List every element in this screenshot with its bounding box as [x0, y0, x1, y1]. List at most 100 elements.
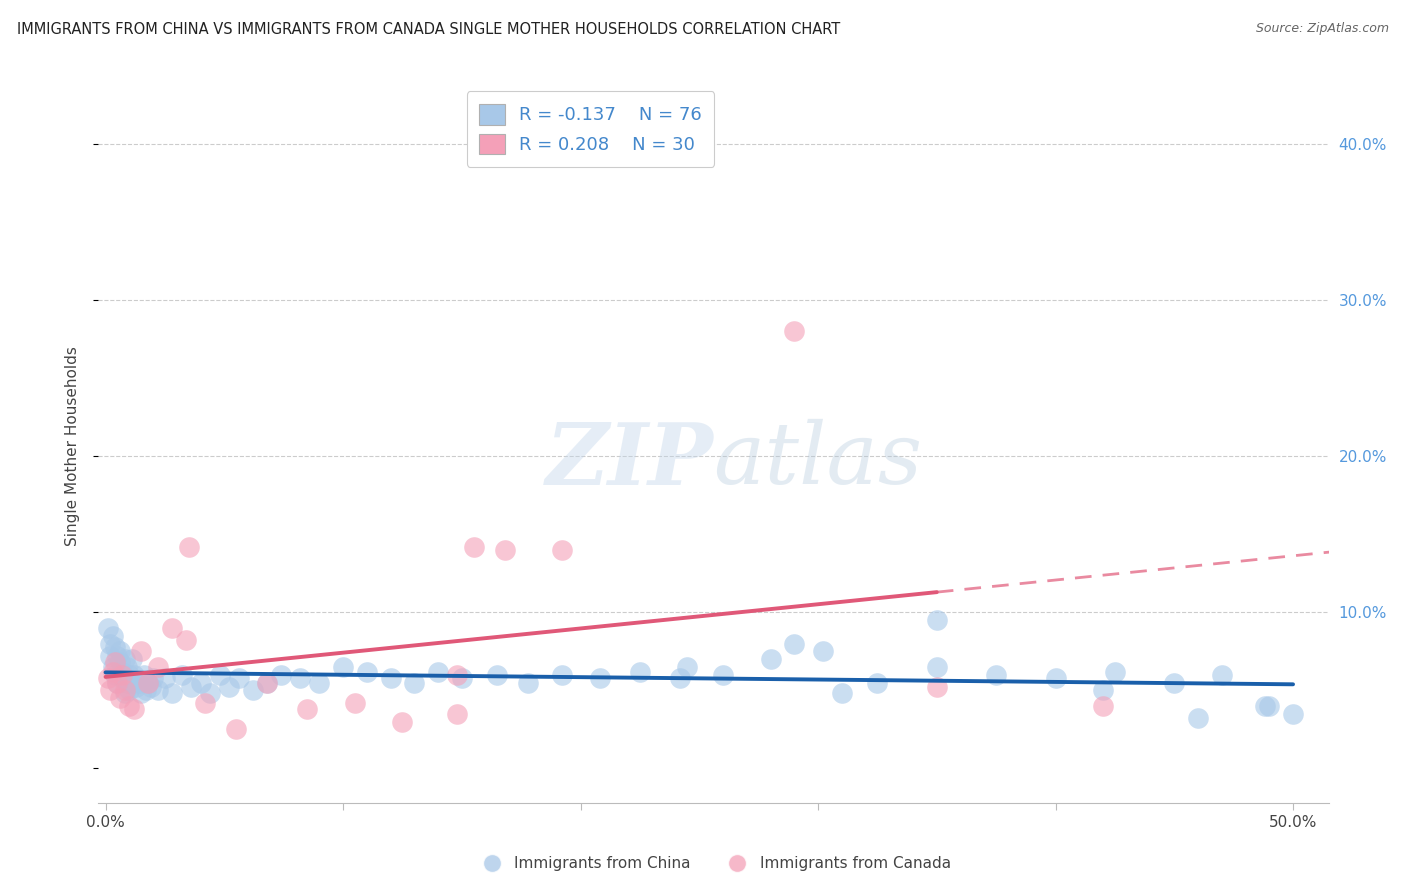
Point — [1045, 671, 1067, 685]
Text: Source: ZipAtlas.com: Source: ZipAtlas.com — [1256, 22, 1389, 36]
Legend: Immigrants from China, Immigrants from Canada: Immigrants from China, Immigrants from C… — [470, 850, 957, 877]
Point — [208, 667, 231, 681]
Point — [1282, 706, 1305, 721]
Point — [380, 671, 402, 685]
Point — [111, 671, 134, 685]
Point — [170, 667, 193, 681]
Point — [550, 542, 572, 557]
Point — [486, 667, 509, 681]
Point — [676, 660, 699, 674]
Point — [177, 540, 200, 554]
Point — [550, 667, 572, 681]
Point — [104, 667, 127, 681]
Point — [101, 660, 124, 674]
Point — [180, 680, 202, 694]
Point — [101, 629, 124, 643]
Point — [256, 675, 278, 690]
Point — [783, 636, 806, 650]
Point — [142, 671, 165, 685]
Point — [1258, 698, 1281, 713]
Point — [97, 621, 120, 635]
Point — [128, 675, 150, 690]
Point — [517, 675, 540, 690]
Point — [1092, 683, 1115, 698]
Point — [115, 675, 138, 690]
Point — [427, 665, 450, 679]
Point — [122, 702, 145, 716]
Point — [811, 644, 834, 658]
Point — [129, 644, 152, 658]
Point — [121, 652, 143, 666]
Point — [118, 698, 141, 713]
Point — [866, 675, 889, 690]
Point — [404, 675, 426, 690]
Point — [122, 667, 145, 681]
Point — [129, 686, 152, 700]
Point — [114, 652, 136, 666]
Point — [125, 680, 148, 694]
Point — [160, 621, 183, 635]
Point — [1092, 698, 1115, 713]
Point — [135, 683, 157, 698]
Point — [104, 655, 127, 669]
Point — [98, 683, 121, 698]
Point — [174, 633, 197, 648]
Point — [628, 665, 651, 679]
Point — [463, 540, 485, 554]
Point — [1104, 665, 1126, 679]
Point — [297, 702, 319, 716]
Point — [139, 680, 162, 694]
Point — [160, 686, 183, 700]
Point — [111, 667, 134, 681]
Point — [391, 714, 413, 729]
Point — [136, 675, 159, 690]
Point — [107, 648, 129, 663]
Point — [831, 686, 853, 700]
Point — [118, 667, 141, 681]
Point — [108, 691, 131, 706]
Point — [146, 683, 169, 698]
Text: atlas: atlas — [714, 419, 922, 501]
Point — [101, 665, 124, 679]
Point — [356, 665, 378, 679]
Point — [118, 683, 141, 698]
Point — [136, 675, 159, 690]
Point — [783, 324, 806, 338]
Point — [925, 680, 948, 694]
Point — [114, 686, 136, 700]
Point — [925, 660, 948, 674]
Text: ZIP: ZIP — [546, 418, 714, 502]
Point — [111, 665, 134, 679]
Point — [270, 667, 292, 681]
Point — [446, 706, 468, 721]
Point — [446, 667, 468, 681]
Point — [1253, 698, 1275, 713]
Point — [108, 644, 131, 658]
Point — [107, 675, 129, 690]
Point — [308, 675, 330, 690]
Point — [1163, 675, 1185, 690]
Point — [225, 723, 247, 737]
Point — [588, 671, 610, 685]
Point — [97, 671, 120, 685]
Point — [114, 683, 136, 698]
Text: IMMIGRANTS FROM CHINA VS IMMIGRANTS FROM CANADA SINGLE MOTHER HOUSEHOLDS CORRELA: IMMIGRANTS FROM CHINA VS IMMIGRANTS FROM… — [17, 22, 841, 37]
Point — [925, 613, 948, 627]
Point — [290, 671, 312, 685]
Point — [190, 675, 212, 690]
Point — [332, 660, 354, 674]
Point — [450, 671, 472, 685]
Point — [194, 696, 217, 710]
Point — [98, 636, 121, 650]
Point — [1211, 667, 1233, 681]
Point — [132, 667, 155, 681]
Point — [218, 680, 240, 694]
Point — [711, 667, 734, 681]
Point — [494, 542, 516, 557]
Point — [146, 660, 169, 674]
Point — [669, 671, 692, 685]
Point — [1187, 711, 1209, 725]
Point — [242, 683, 264, 698]
Point — [153, 671, 176, 685]
Y-axis label: Single Mother Households: Single Mother Households — [65, 346, 80, 546]
